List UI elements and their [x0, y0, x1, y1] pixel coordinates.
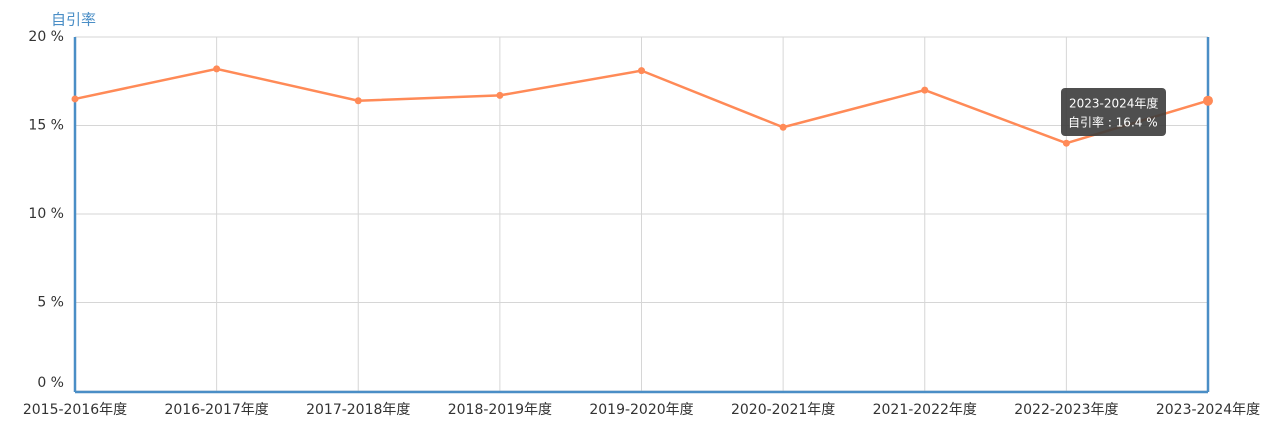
y-tick-label: 0 % — [37, 375, 64, 391]
x-tick-label: 2021-2022年度 — [873, 402, 977, 418]
x-tick-label: 2019-2020年度 — [589, 402, 693, 418]
point — [638, 67, 645, 75]
point — [496, 91, 504, 99]
point — [779, 123, 787, 131]
point — [71, 95, 79, 103]
point — [213, 65, 221, 73]
tooltip-box — [1061, 88, 1166, 136]
tooltip-title: 2023-2024年度 — [1069, 96, 1158, 111]
point — [354, 97, 362, 105]
y-tick-label: 10 % — [28, 206, 64, 222]
x-tick-label: 2016-2017年度 — [164, 402, 268, 418]
y-tick-label: 20 % — [28, 29, 64, 45]
x-tick-label: 2020-2021年度 — [731, 402, 835, 418]
x-tick-label: 2023-2024年度 — [1156, 402, 1260, 418]
point — [921, 86, 929, 94]
x-tick-label: 2018-2019年度 — [448, 402, 552, 418]
y-tick-label: 15 % — [28, 118, 64, 134]
x-tick-label: 2015-2016年度 — [23, 402, 127, 418]
x-tick-label: 2022-2023年度 — [1014, 402, 1118, 418]
point — [1203, 95, 1213, 106]
point — [1062, 139, 1070, 147]
tooltip-label: 自引率 : 16.4 % — [1068, 115, 1158, 130]
x-tick-label: 2017-2018年度 — [306, 402, 410, 418]
y-tick-label: 5 % — [37, 295, 64, 311]
y-axis-name: 自引率 — [51, 11, 96, 29]
